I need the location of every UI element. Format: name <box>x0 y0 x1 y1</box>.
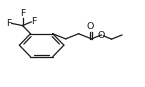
Text: F: F <box>6 19 12 28</box>
Text: F: F <box>31 17 37 26</box>
Text: O: O <box>87 22 94 31</box>
Text: F: F <box>20 9 25 18</box>
Text: O: O <box>98 31 105 39</box>
